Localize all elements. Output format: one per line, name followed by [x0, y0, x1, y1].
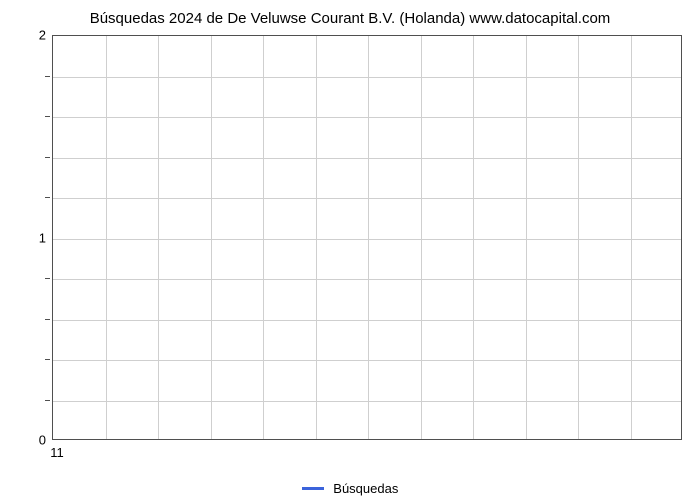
gridline-h	[53, 360, 681, 361]
y-axis-label-1: 1	[6, 230, 46, 245]
y-axis-label-2: 2	[6, 28, 46, 43]
gridline-v	[316, 36, 317, 439]
gridline-v	[106, 36, 107, 439]
gridline-h	[53, 239, 681, 240]
gridline-v	[526, 36, 527, 439]
gridline-v	[473, 36, 474, 439]
gridline-v	[578, 36, 579, 439]
gridline-v	[211, 36, 212, 439]
y-minor-tick	[45, 157, 50, 158]
y-minor-tick	[45, 278, 50, 279]
chart-container: Búsquedas 2024 de De Veluwse Courant B.V…	[0, 10, 700, 500]
legend: Búsquedas	[0, 480, 700, 496]
gridline-v	[631, 36, 632, 439]
y-minor-tick	[45, 319, 50, 320]
chart-title: Búsquedas 2024 de De Veluwse Courant B.V…	[0, 10, 700, 27]
gridline-v	[368, 36, 369, 439]
gridline-h	[53, 117, 681, 118]
gridline-h	[53, 279, 681, 280]
gridline-h	[53, 77, 681, 78]
gridline-h	[53, 320, 681, 321]
y-minor-tick	[45, 400, 50, 401]
gridline-v	[158, 36, 159, 439]
gridline-h	[53, 158, 681, 159]
y-minor-tick	[45, 359, 50, 360]
legend-swatch	[302, 487, 324, 490]
gridline-v	[263, 36, 264, 439]
x-axis-label-11: 11	[50, 445, 64, 460]
y-minor-tick	[45, 116, 50, 117]
plot-wrapper: 2 1 0 11	[0, 35, 700, 455]
plot-area	[52, 35, 682, 440]
gridline-h	[53, 401, 681, 402]
y-minor-tick	[45, 76, 50, 77]
gridline-v	[421, 36, 422, 439]
legend-label: Búsquedas	[333, 481, 398, 496]
y-axis-label-0: 0	[6, 433, 46, 448]
y-minor-tick	[45, 197, 50, 198]
gridline-h	[53, 198, 681, 199]
